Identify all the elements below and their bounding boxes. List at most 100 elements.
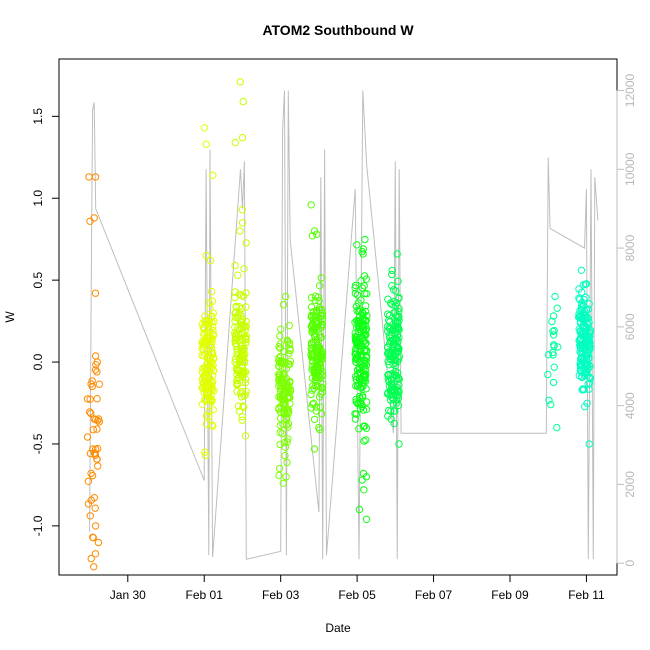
data-point [362,361,371,369]
data-point [359,250,367,258]
pressure-series-line [89,90,599,560]
data-point [581,369,589,377]
data-point [235,367,243,375]
y-tick-label: 1.5 [31,108,45,125]
data-point [313,323,321,331]
data-point [391,335,399,343]
data-point [315,393,324,401]
data-point [580,385,588,394]
data-point [209,406,217,414]
data-point [238,315,247,323]
data-point [586,362,594,371]
data-point [314,341,322,349]
data-point [318,367,326,376]
data-point [394,277,402,285]
data-point [236,78,245,86]
data-point [544,351,553,359]
data-point [318,355,326,364]
data-point [240,403,248,411]
data-point [93,358,102,366]
data-point [208,334,216,343]
y-tick-label: 1.0 [31,190,45,207]
data-point [351,289,360,298]
data-point [577,349,585,358]
data-point [284,435,292,443]
data-point [358,363,366,371]
data-point [208,364,216,373]
data-point [201,383,210,391]
data-point [361,422,369,430]
right-tick-label: 8000 [623,234,637,261]
x-axis: Jan 30 Feb 01 Feb 03 Feb 05 Feb 07 Feb 09 Feb … [110,574,605,602]
data-point [283,438,291,446]
data-point [277,325,285,333]
data-point [285,340,293,349]
data-point [310,384,318,392]
data-point [233,346,241,354]
data-point [308,232,317,240]
data-point [582,325,590,333]
data-point [208,348,216,356]
data-point [233,351,241,359]
data-point [388,270,396,279]
data-point [281,443,290,451]
data-point [362,405,371,413]
data-point [210,317,218,325]
data-point [360,272,369,280]
data-point [201,349,210,358]
data-point [393,383,401,391]
right-tick-label: 10000 [623,152,637,186]
data-point [207,287,216,296]
data-point [307,353,316,361]
y-axis: -1.0 -0.5 0.0 0.5 1.0 1.5 [31,108,60,536]
data-point [395,304,403,313]
data-point [242,323,250,331]
data-point [84,477,93,485]
data-point [236,227,244,235]
data-point [285,321,293,330]
data-point [355,505,364,514]
right-tick-label: 4000 [623,392,637,419]
data-point [275,379,284,387]
y-tick-label: -0.5 [31,433,45,454]
data-point [359,379,367,387]
data-point [286,399,294,408]
data-point [275,464,284,473]
data-point [208,297,217,305]
pressure-line-layer [89,90,599,560]
data-point [586,374,594,382]
y-tick-label: -1.0 [31,515,45,536]
data-point [93,395,101,403]
data-point [549,378,558,387]
data-point [355,323,363,331]
data-point [317,384,325,392]
data-point [353,241,361,249]
data-point [89,533,97,541]
data-point [283,413,291,421]
data-point [308,386,316,394]
data-point [94,538,103,547]
right-tick-label: 2000 [623,471,637,498]
data-point [209,323,217,331]
data-point [231,138,240,147]
data-point [313,377,321,385]
data-point [307,390,315,399]
x-tick-label: Feb 01 [186,588,224,602]
data-point [313,346,321,354]
data-point [395,294,403,303]
data-point [361,326,370,335]
data-point [281,292,290,301]
data-point [362,436,370,444]
data-point [352,410,360,418]
data-point [88,471,97,480]
data-point [385,348,394,356]
data-point [395,308,403,316]
data-point [238,354,246,363]
data-point [307,339,316,347]
data-point [392,299,401,307]
data-point [283,458,291,467]
data-point [279,479,287,487]
data-point [232,335,240,343]
data-point [354,299,362,307]
data-point [318,311,327,320]
